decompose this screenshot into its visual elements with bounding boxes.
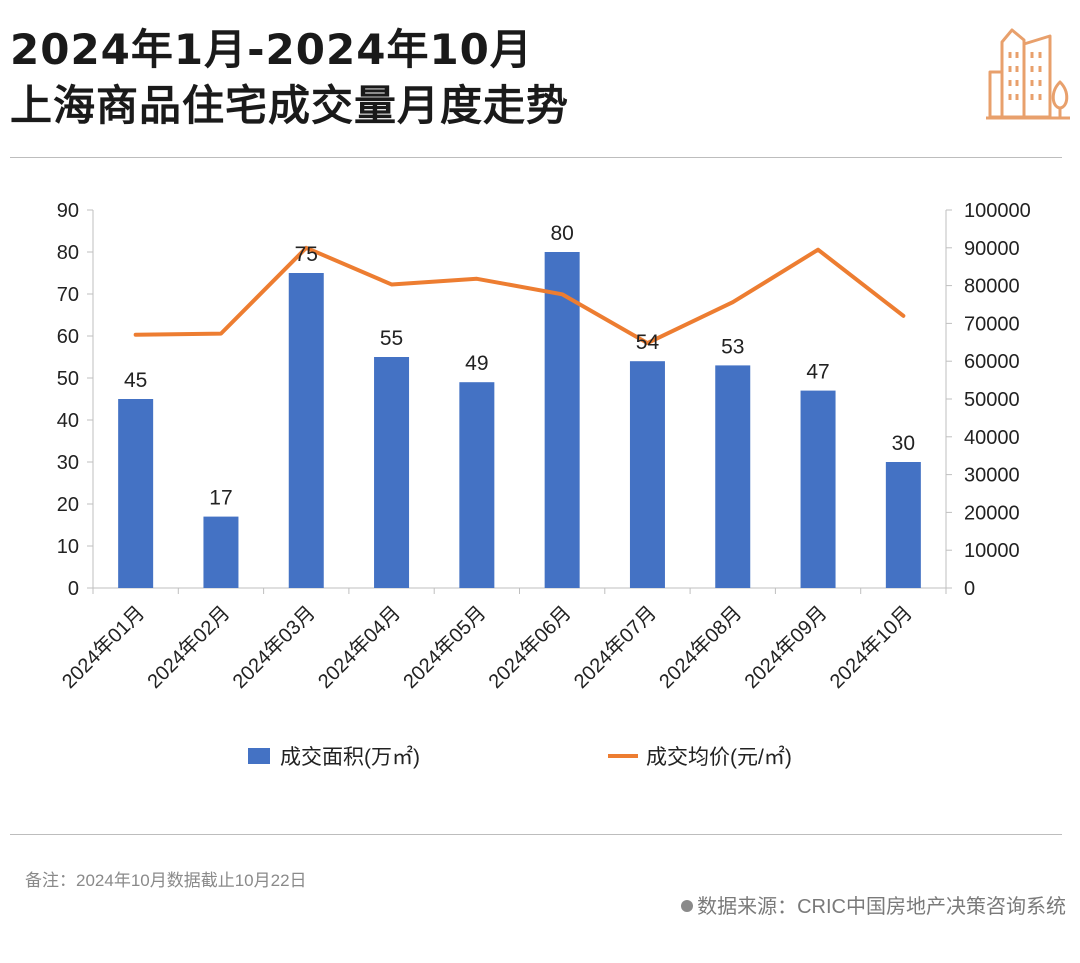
y-right-tick-label: 40000 <box>964 427 1020 449</box>
y-left-tick-label: 70 <box>57 284 79 306</box>
x-tick-label: 2024年01月 <box>57 601 149 693</box>
bar-data-label: 49 <box>465 352 488 375</box>
bar <box>459 382 495 588</box>
bar <box>885 462 921 588</box>
x-tick-label: 2024年09月 <box>740 601 832 693</box>
bar-data-label: 75 <box>295 243 318 266</box>
x-tick-label: 2024年08月 <box>655 601 747 693</box>
y-left-tick-label: 60 <box>57 326 79 348</box>
data-source-text: 数据来源：CRIC中国房地产决策咨询系统 <box>697 896 1066 918</box>
y-left-tick-label: 80 <box>57 242 79 264</box>
bar <box>288 273 324 588</box>
bar <box>715 365 751 588</box>
bar-data-label: 45 <box>124 369 147 392</box>
y-right-tick-label: 20000 <box>964 502 1020 524</box>
y-right-tick-label: 70000 <box>964 313 1020 335</box>
price-line <box>133 245 906 346</box>
y-left-tick-label: 90 <box>57 200 79 222</box>
legend-line-label: 成交均价(元/㎡) <box>646 745 792 769</box>
bar-data-label: 54 <box>636 331 660 354</box>
y-left-tick-label: 40 <box>57 410 79 432</box>
legend-bar-label: 成交面积(万㎡) <box>280 745 420 769</box>
y-right-tick-label: 60000 <box>964 351 1020 373</box>
x-tick-label: 2024年02月 <box>143 601 235 693</box>
bar-data-label: 47 <box>806 361 829 384</box>
y-right-tick-label: 0 <box>964 578 975 600</box>
y-right-tick-label: 30000 <box>964 465 1020 487</box>
x-tick-label: 2024年03月 <box>228 601 320 693</box>
city-buildings-icon <box>986 28 1070 120</box>
title-line-2: 上海商品住宅成交量月度走势 <box>10 81 570 130</box>
y-right-tick-label: 80000 <box>964 276 1020 298</box>
x-tick-label: 2024年06月 <box>484 601 576 693</box>
y-right-tick-label: 50000 <box>964 389 1020 411</box>
page-title: 2024年1月-2024年10月 上海商品住宅成交量月度走势 <box>10 22 569 134</box>
bar <box>800 390 836 588</box>
bar <box>118 399 154 588</box>
bar-data-label: 80 <box>550 222 573 245</box>
y-left-tick-label: 20 <box>57 494 79 516</box>
y-right-tick-label: 10000 <box>964 540 1020 562</box>
y-left-tick-label: 50 <box>57 368 79 390</box>
bar-data-label: 55 <box>380 327 403 350</box>
bar <box>629 361 665 588</box>
header-divider <box>10 157 1062 158</box>
data-labels: 45 17 75 55 49 80 54 53 47 30 <box>124 222 915 510</box>
bar <box>203 516 239 588</box>
bar <box>544 252 580 588</box>
legend: 成交面积(万㎡) 成交均价(元/㎡) <box>248 745 792 769</box>
x-tick-label: 2024年05月 <box>399 601 491 693</box>
bar-data-label: 17 <box>209 487 232 510</box>
bullet-dot-icon <box>681 900 694 912</box>
axes: 0 10 20 30 40 50 60 70 80 90 0 10000 20000 30000 40000… <box>57 200 1031 693</box>
footer-divider <box>10 834 1062 835</box>
footnote: 备注：2024年10月数据截止10月22日 <box>25 871 307 890</box>
y-right-tick-label: 100000 <box>964 200 1031 222</box>
x-tick-label: 2024年07月 <box>569 601 661 693</box>
chart: 0 10 20 30 40 50 60 70 80 90 0 10000 20000 30000 40000… <box>57 200 1031 769</box>
bar <box>374 357 410 588</box>
title-line-1: 2024年1月-2024年10月 <box>10 25 533 74</box>
y-left-tick-label: 10 <box>57 536 79 558</box>
data-source: 数据来源：CRIC中国房地产决策咨询系统 <box>681 890 1066 919</box>
bar-data-label: 53 <box>721 335 744 358</box>
line-series <box>133 245 906 346</box>
x-tick-label: 2024年04月 <box>313 601 405 693</box>
y-left-tick-label: 0 <box>68 578 79 600</box>
bar-series <box>118 252 921 588</box>
bar-data-label: 30 <box>892 432 915 455</box>
legend-bar-swatch <box>248 748 270 764</box>
y-right-tick-label: 90000 <box>964 238 1020 260</box>
y-left-tick-label: 30 <box>57 452 79 474</box>
x-tick-label: 2024年10月 <box>825 601 917 693</box>
